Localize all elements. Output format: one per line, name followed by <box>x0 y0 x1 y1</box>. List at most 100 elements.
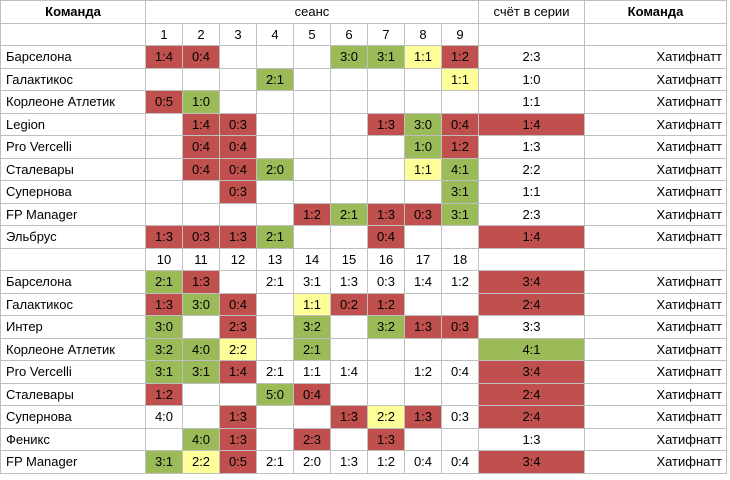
session-number: 15 <box>330 247 368 271</box>
score-cell <box>367 382 405 406</box>
blank-cell <box>0 22 146 46</box>
session-number: 1 <box>145 22 183 46</box>
team-name: Барселона <box>0 45 146 69</box>
score-cell: 2:2 <box>367 405 405 429</box>
series-score: 2:3 <box>478 202 585 226</box>
score-cell: 0:4 <box>441 112 479 136</box>
score-cell: 3:0 <box>404 112 442 136</box>
team-name: Интер <box>0 315 146 339</box>
series-score: 2:4 <box>478 292 585 316</box>
score-cell: 0:4 <box>182 157 220 181</box>
score-cell <box>256 112 294 136</box>
table-row: Корлеоне Атлетик 3:2 4:0 2:2 2:1 4:1 Хатифнатт <box>0 337 727 361</box>
score-cell: 1:2 <box>404 360 442 384</box>
score-cell: 1:3 <box>145 225 183 249</box>
team-name: Сталевары <box>0 157 146 181</box>
table-row: Эльбрус 1:3 0:3 1:3 2:1 0:4 1:4 Хатифнатт <box>0 225 727 249</box>
score-cell: 1:0 <box>182 90 220 114</box>
table-row: Барселона 2:1 1:3 2:1 3:1 1:3 0:3 1:4 1:2 3:4 Хати… <box>0 270 727 294</box>
score-cell <box>182 405 220 429</box>
score-cell <box>256 337 294 361</box>
table-row: Барселона 1:4 0:4 3:0 3:1 1:1 1:2 2:3 Хатифнатт <box>0 45 727 69</box>
score-cell <box>145 202 183 226</box>
score-cell: 0:3 <box>441 405 479 429</box>
score-cell <box>293 112 331 136</box>
team-name: Корлеоне Атлетик <box>0 90 146 114</box>
score-cell: 1:4 <box>404 270 442 294</box>
score-cell <box>182 382 220 406</box>
score-cell <box>330 112 368 136</box>
score-cell <box>219 202 257 226</box>
score-cell: 3:2 <box>293 315 331 339</box>
score-cell: 3:1 <box>441 180 479 204</box>
session-number: 17 <box>404 247 442 271</box>
score-cell: 1:3 <box>219 405 257 429</box>
score-cell: 1:3 <box>367 202 405 226</box>
team-name: Корлеоне Атлетик <box>0 337 146 361</box>
session-number: 2 <box>182 22 220 46</box>
score-cell <box>182 67 220 91</box>
team-name: Эльбрус <box>0 225 146 249</box>
session-number: 13 <box>256 247 294 271</box>
score-cell <box>145 427 183 451</box>
score-cell: 1:1 <box>441 67 479 91</box>
score-cell: 2:1 <box>330 202 368 226</box>
score-cell: 1:1 <box>293 292 331 316</box>
series-score: 1:3 <box>478 427 585 451</box>
score-cell <box>182 315 220 339</box>
score-cell: 2:3 <box>219 315 257 339</box>
score-cell <box>182 202 220 226</box>
table-row: Супернова 0:3 3:1 1:1 Хатифнатт <box>0 180 727 204</box>
score-cell: 0:3 <box>367 270 405 294</box>
score-cell: 1:2 <box>145 382 183 406</box>
score-cell <box>330 225 368 249</box>
table-row: Феникс 4:0 1:3 2:3 1:3 1:3 Хатифнатт <box>0 427 727 451</box>
opponent-name: Хатифнатт <box>584 337 727 361</box>
table-row: FP Manager 1:2 2:1 1:3 0:3 3:1 2:3 Хатифнатт <box>0 202 727 226</box>
opponent-name: Хатифнатт <box>584 112 727 136</box>
score-cell: 1:4 <box>330 360 368 384</box>
score-cell: 3:1 <box>367 45 405 69</box>
session-number-row: 10 11 12 13 14 15 16 17 18 <box>0 247 727 271</box>
score-cell: 5:0 <box>256 382 294 406</box>
score-cell: 3:2 <box>367 315 405 339</box>
table-row: Сталевары 1:2 5:0 0:4 2:4 Хатифнатт <box>0 382 727 406</box>
opponent-name: Хатифнатт <box>584 180 727 204</box>
score-cell: 1:2 <box>441 270 479 294</box>
series-score: 2:2 <box>478 157 585 181</box>
session-number: 3 <box>219 22 257 46</box>
score-cell <box>256 427 294 451</box>
score-cell <box>330 90 368 114</box>
score-cell: 1:3 <box>330 450 368 474</box>
table-row: Корлеоне Атлетик 0:5 1:0 1:1 Хатифнатт <box>0 90 727 114</box>
score-cell: 2:1 <box>145 270 183 294</box>
score-cell: 2:1 <box>293 337 331 361</box>
score-cell: 3:0 <box>182 292 220 316</box>
score-cell <box>256 405 294 429</box>
opponent-name: Хатифнатт <box>584 405 727 429</box>
blank-cell <box>478 247 585 271</box>
session-number: 7 <box>367 22 405 46</box>
table-row: Pro Vercelli 3:1 3:1 1:4 2:1 1:1 1:4 1:2 0:4 3:4 Х… <box>0 360 727 384</box>
score-cell: 2:2 <box>182 450 220 474</box>
score-cell <box>256 180 294 204</box>
score-cell <box>441 382 479 406</box>
blank-cell <box>584 247 727 271</box>
score-cell: 2:1 <box>256 360 294 384</box>
score-cell: 0:3 <box>404 202 442 226</box>
score-cell <box>293 45 331 69</box>
score-cell: 0:4 <box>367 225 405 249</box>
score-cell: 2:1 <box>256 67 294 91</box>
session-number: 6 <box>330 22 368 46</box>
score-cell <box>293 157 331 181</box>
score-cell: 1:3 <box>330 270 368 294</box>
team-name: FP Manager <box>0 202 146 226</box>
score-cell: 0:3 <box>441 315 479 339</box>
score-cell: 1:4 <box>145 45 183 69</box>
score-cell <box>330 315 368 339</box>
series-score: 1:0 <box>478 67 585 91</box>
score-cell: 0:4 <box>219 292 257 316</box>
score-cell <box>293 135 331 159</box>
table-row: Legion 1:4 0:3 1:3 3:0 0:4 1:4 Хатифнатт <box>0 112 727 136</box>
